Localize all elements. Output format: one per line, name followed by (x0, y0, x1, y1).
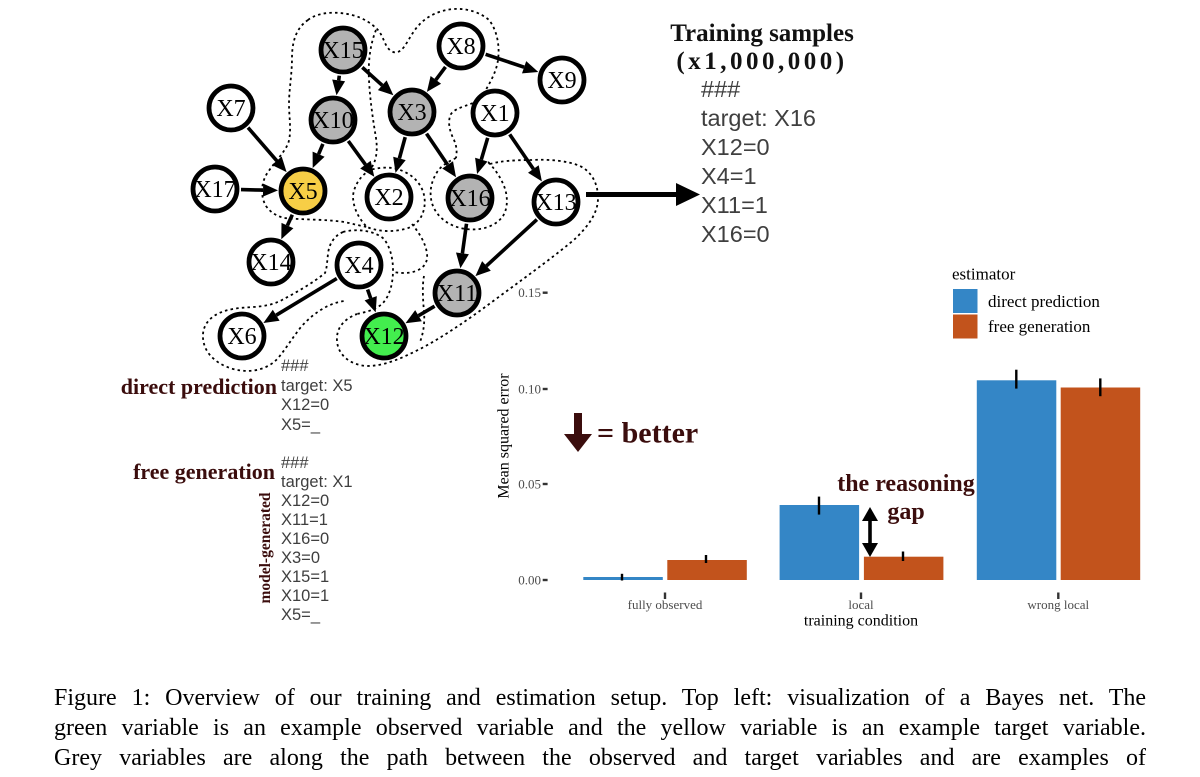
svg-text:X13: X13 (535, 190, 576, 216)
svg-text:estimator: estimator (952, 265, 1016, 284)
svg-text:free generation: free generation (988, 317, 1091, 336)
svg-text:0.05: 0.05 (518, 477, 541, 492)
svg-text:X8: X8 (446, 34, 475, 60)
svg-text:X9: X9 (547, 68, 576, 94)
svg-text:gap: gap (887, 499, 924, 525)
svg-text:0.00: 0.00 (518, 573, 541, 588)
svg-text:X6: X6 (227, 324, 256, 350)
svg-text:X10: X10 (312, 108, 353, 134)
svg-text:0.15: 0.15 (518, 285, 541, 300)
svg-text:X7: X7 (216, 96, 245, 122)
svg-text:direct prediction: direct prediction (988, 292, 1100, 311)
svg-text:= better: = better (597, 417, 698, 450)
svg-text:X14: X14 (250, 250, 291, 276)
svg-text:X17: X17 (194, 177, 235, 203)
svg-text:X12: X12 (363, 324, 404, 350)
svg-text:wrong local: wrong local (1027, 597, 1089, 612)
svg-text:0.10: 0.10 (518, 382, 541, 397)
svg-text:X11: X11 (437, 281, 477, 307)
svg-text:local: local (848, 597, 874, 612)
svg-text:Mean squared error: Mean squared error (496, 373, 513, 499)
svg-text:X4: X4 (344, 253, 373, 279)
svg-text:X16: X16 (449, 186, 490, 212)
svg-text:X15: X15 (322, 38, 363, 64)
svg-text:X5: X5 (288, 179, 317, 205)
svg-text:the reasoning: the reasoning (837, 471, 975, 497)
svg-text:fully observed: fully observed (628, 597, 703, 612)
svg-text:training condition: training condition (804, 613, 918, 630)
svg-text:X2: X2 (374, 185, 403, 211)
svg-text:X3: X3 (397, 100, 426, 126)
svg-text:X1: X1 (480, 101, 509, 127)
